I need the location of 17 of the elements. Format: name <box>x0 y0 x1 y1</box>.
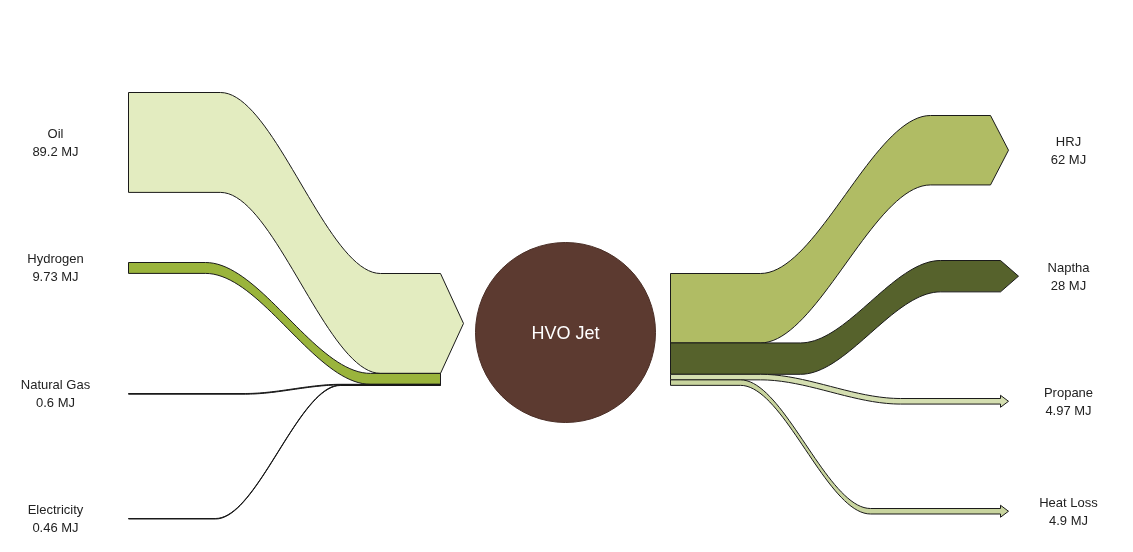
category-label: Propane <box>1043 384 1094 400</box>
category-label: Naptha <box>1047 259 1091 275</box>
data-label: 62 MJ <box>1050 151 1087 167</box>
text: HVO Jet <box>531 322 600 343</box>
category-label: Heat Loss <box>1039 494 1099 510</box>
category-label: Natural Gas <box>20 377 91 393</box>
category-label: Electricity <box>27 502 84 518</box>
category-label: Hydrogen <box>27 251 84 267</box>
data-label: 4.97 MJ <box>1045 402 1092 418</box>
category-label: HRJ <box>1055 133 1082 149</box>
data-label: 89.2 MJ <box>32 143 79 159</box>
data-label: 4.9 MJ <box>1048 512 1089 528</box>
category-label: Oil <box>47 125 64 141</box>
data-label: 28 MJ <box>1050 277 1087 293</box>
data-label: 0.46 MJ <box>32 520 79 536</box>
data-label: 9.73 MJ <box>32 269 79 285</box>
data-label: 0.6 MJ <box>35 395 76 411</box>
